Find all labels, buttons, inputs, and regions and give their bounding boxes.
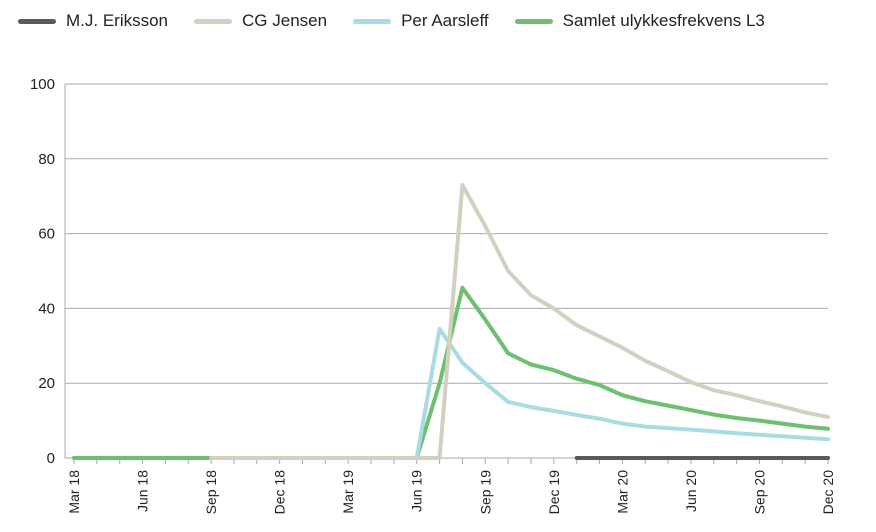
y-tick-label: 20 <box>38 375 55 392</box>
x-tick-label: Sep 19 <box>477 470 493 515</box>
y-tick-label: 40 <box>38 300 55 317</box>
x-tick-label: Jun 20 <box>683 470 699 512</box>
legend-item-samlet[interactable]: Samlet ulykkesfrekvens L3 <box>514 11 765 31</box>
x-tick-label: Mar 20 <box>614 470 630 514</box>
series-line-samlet-ulykkesfrekvens-l3 <box>414 285 830 460</box>
x-tick-label: Mar 18 <box>66 470 82 514</box>
y-tick-label: 0 <box>47 450 55 467</box>
x-tick-label: Sep 18 <box>203 470 219 515</box>
legend: M.J. Eriksson CG Jensen Per Aarsleff Sam… <box>18 8 791 34</box>
y-tick-label: 100 <box>30 76 55 93</box>
legend-label-samlet: Samlet ulykkesfrekvens L3 <box>562 11 765 30</box>
x-tick-label: Dec 18 <box>272 470 288 515</box>
legend-label-mj-eriksson: M.J. Eriksson <box>66 11 169 30</box>
legend-swatch-samlet <box>514 18 553 24</box>
legend-swatch-mj-eriksson <box>18 18 56 24</box>
x-tick-label: Jun 18 <box>135 470 151 512</box>
x-tick-label: Dec 20 <box>820 470 836 515</box>
legend-swatch-per-aarsleff <box>353 18 392 24</box>
legend-item-per-aarsleff[interactable]: Per Aarsleff <box>353 11 489 31</box>
y-tick-label: 60 <box>38 226 55 243</box>
legend-label-cg-jensen: CG Jensen <box>242 11 328 30</box>
series-line-cg-jensen <box>209 183 830 460</box>
y-tick-label: 80 <box>38 151 55 168</box>
x-tick-label: Sep 20 <box>751 470 767 515</box>
legend-item-cg-jensen[interactable]: CG Jensen <box>194 11 327 31</box>
legend-item-mj-eriksson[interactable]: M.J. Eriksson <box>18 11 168 31</box>
x-tick-label: Jun 19 <box>409 470 425 512</box>
series-line-per-aarsleff <box>414 327 830 460</box>
legend-label-per-aarsleff: Per Aarsleff <box>401 11 489 30</box>
legend-swatch-cg-jensen <box>194 18 233 24</box>
x-tick-label: Mar 19 <box>340 470 356 514</box>
x-tick-label: Dec 19 <box>546 470 562 515</box>
